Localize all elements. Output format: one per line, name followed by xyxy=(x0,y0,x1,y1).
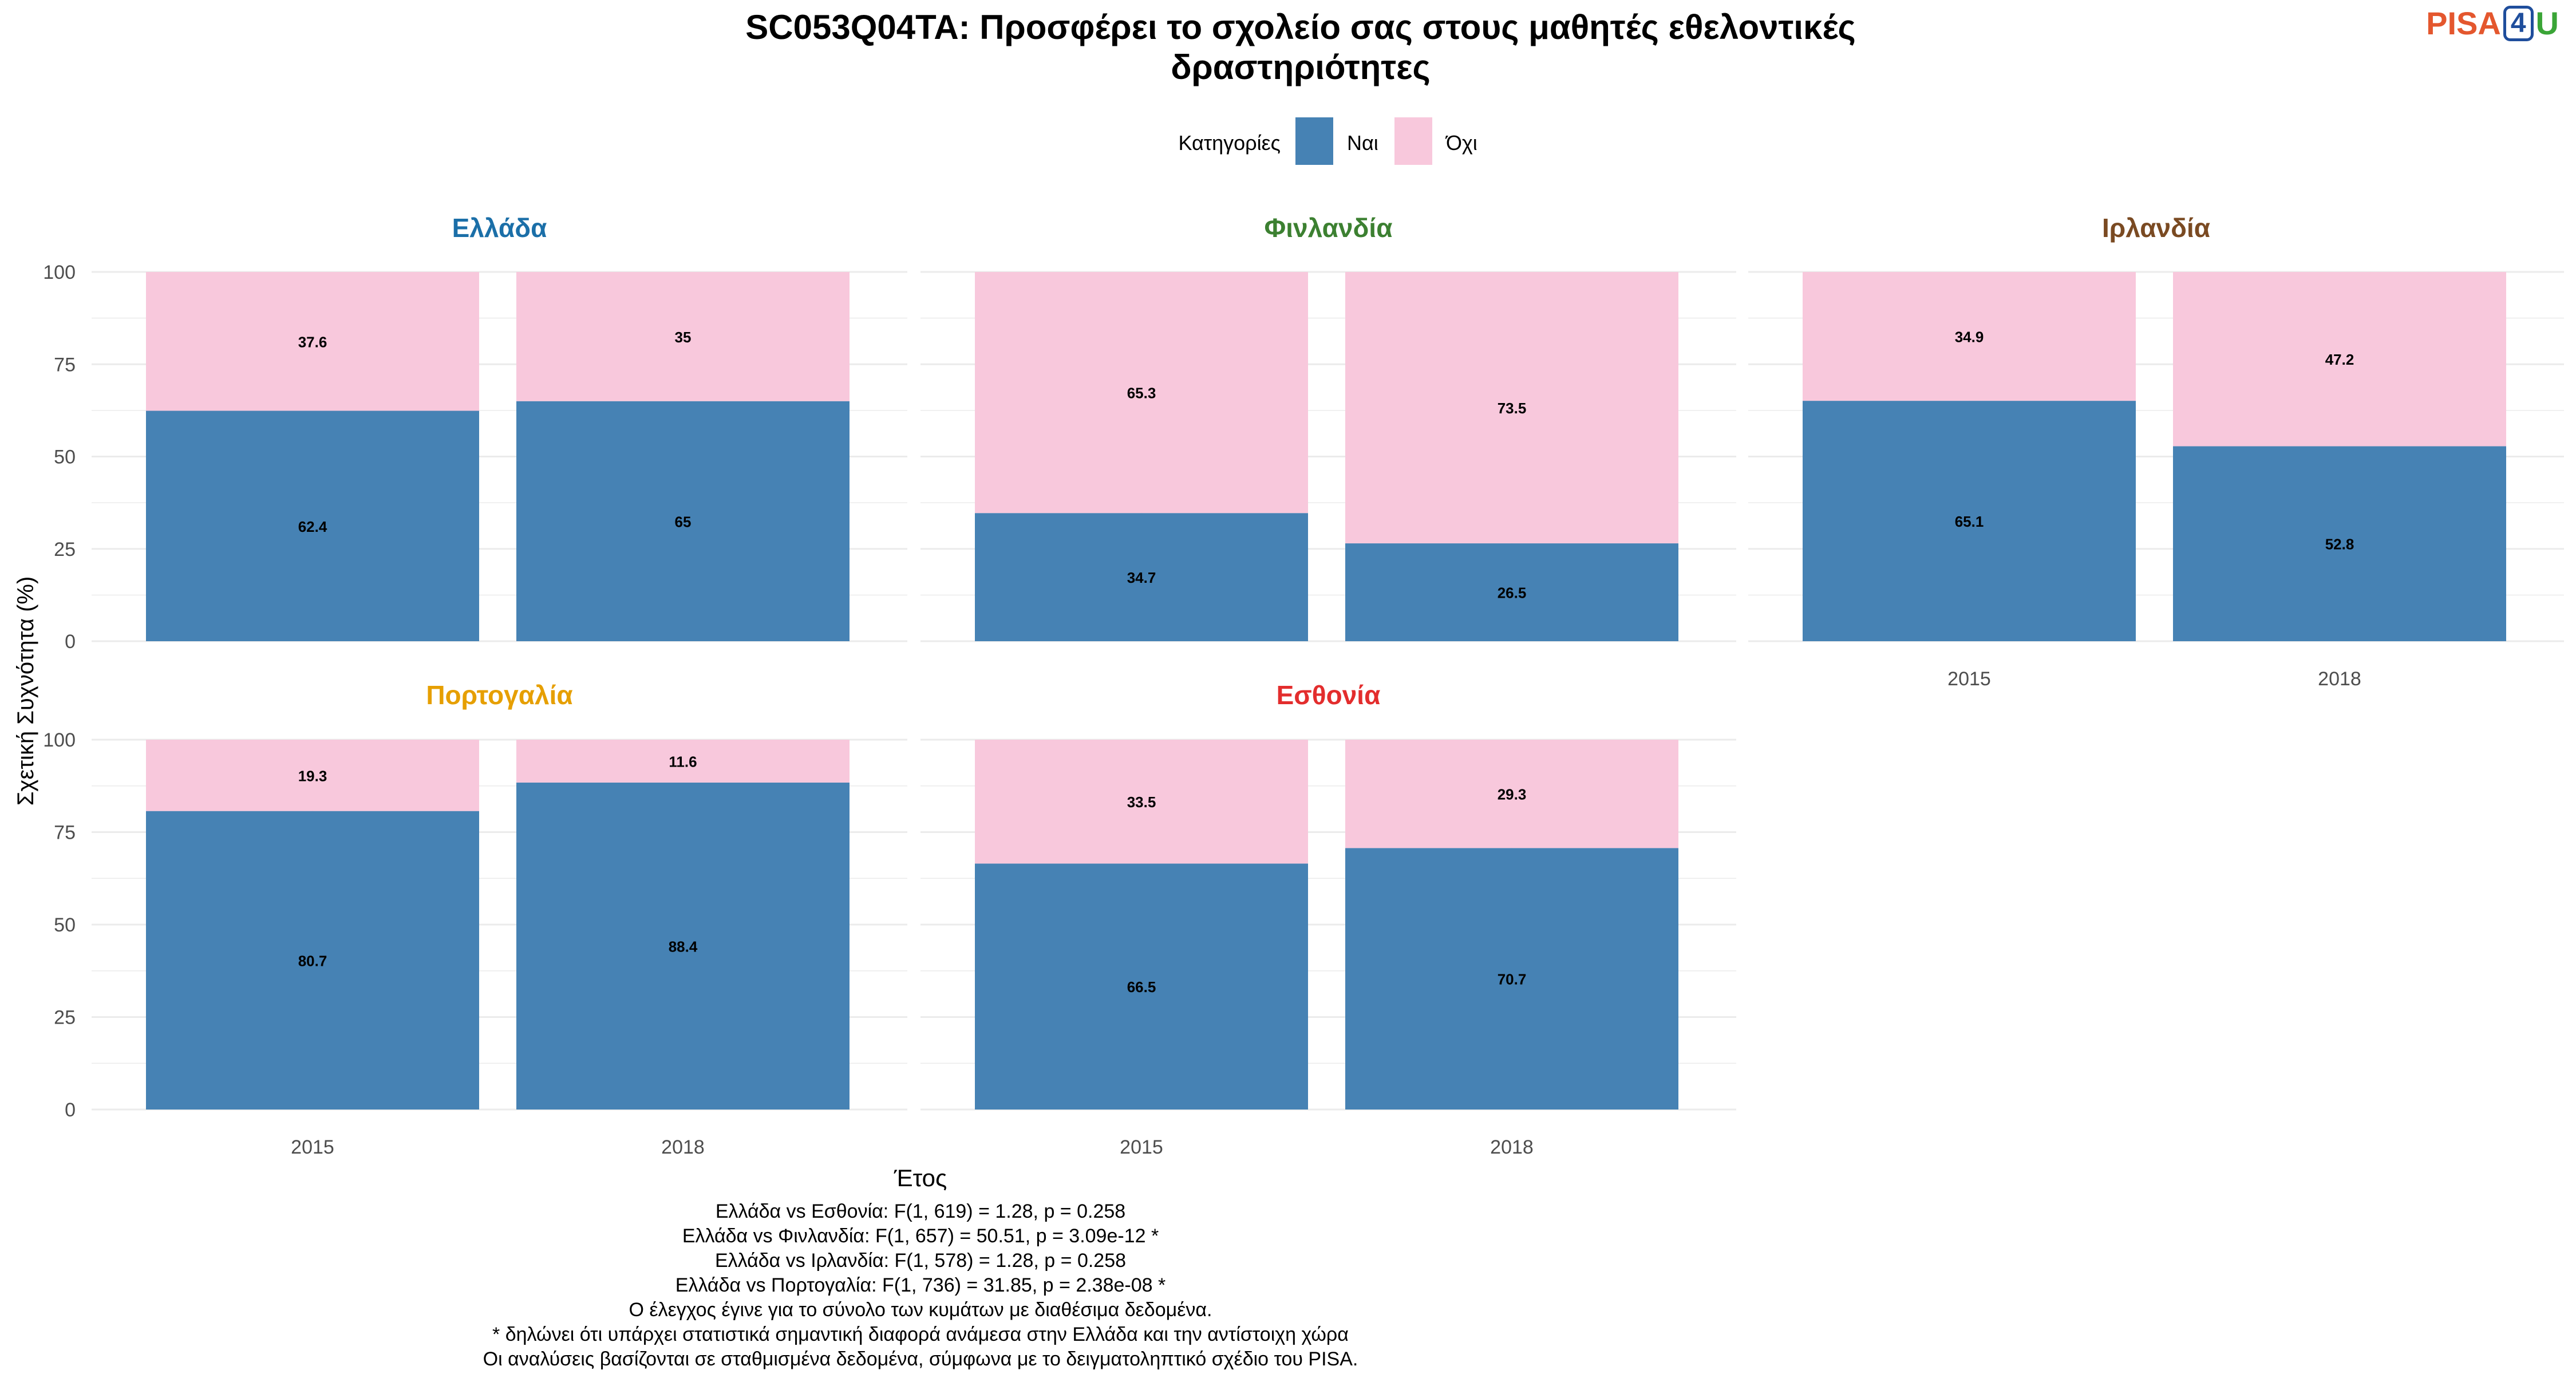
bar-segment-yes xyxy=(1345,543,1678,641)
y-tick-label: 25 xyxy=(54,539,76,560)
x-tick-label: 2018 xyxy=(2318,668,2361,690)
y-tick-label: 50 xyxy=(54,914,76,936)
y-axis-label: Σχετική Συχνότητα (%) xyxy=(13,577,38,806)
data-label-no: 33.5 xyxy=(1127,793,1156,811)
chart-title-line: δραστηριότητες xyxy=(1171,48,1431,86)
data-label-yes: 52.8 xyxy=(2325,536,2354,553)
logo-part-pisa: PISA xyxy=(2426,5,2501,41)
bar-segment-no xyxy=(975,740,1308,864)
facet-title: Ελλάδα xyxy=(452,213,547,243)
y-tick-label: 100 xyxy=(43,729,76,751)
y-tick-label: 50 xyxy=(54,447,76,468)
caption-line: Ελλάδα vs Εσθονία: F(1, 619) = 1.28, p =… xyxy=(716,1201,1125,1222)
data-label-no: 34.9 xyxy=(1955,329,1984,346)
caption-line: Ελλάδα vs Φινλανδία: F(1, 657) = 50.51, … xyxy=(682,1225,1159,1247)
bar-segment-yes xyxy=(2173,446,2506,641)
data-label-no: 47.2 xyxy=(2325,351,2354,368)
data-label-no: 65.3 xyxy=(1127,385,1156,402)
data-label-no: 29.3 xyxy=(1498,786,1527,803)
data-label-yes: 26.5 xyxy=(1498,585,1527,602)
bar-segment-no xyxy=(146,740,479,811)
logo-part-u: U xyxy=(2535,5,2559,41)
x-tick-label: 2015 xyxy=(1120,1136,1163,1158)
data-label-no: 73.5 xyxy=(1498,400,1527,417)
data-label-yes: 88.4 xyxy=(669,938,698,955)
facet-title: Ιρλανδία xyxy=(2102,213,2210,243)
chart-title-line: SC053Q04TA: Προσφέρει το σχολείο σας στο… xyxy=(745,8,1855,46)
bar-segment-no xyxy=(1803,272,2136,401)
caption-line: * δηλώνει ότι υπάρχει στατιστικά σημαντι… xyxy=(492,1324,1349,1345)
data-label-yes: 70.7 xyxy=(1498,971,1527,988)
y-tick-label: 100 xyxy=(43,262,76,283)
data-label-yes: 80.7 xyxy=(298,952,327,969)
data-label-yes: 65 xyxy=(675,513,692,530)
x-axis-label: Έτος xyxy=(894,1164,947,1191)
y-tick-label: 0 xyxy=(65,631,76,653)
bar-segment-yes xyxy=(1803,401,2136,641)
bar-segment-yes xyxy=(516,782,850,1110)
x-tick-label: 2015 xyxy=(291,1136,334,1158)
data-label-no: 11.6 xyxy=(669,753,697,770)
x-tick-label: 2018 xyxy=(1490,1136,1534,1158)
y-tick-label: 75 xyxy=(54,822,76,844)
caption-line: Οι αναλύσεις βασίζονται σε σταθμισμένα δ… xyxy=(483,1348,1358,1370)
facet-title: Εσθονία xyxy=(1277,680,1381,710)
y-tick-label: 0 xyxy=(65,1099,76,1121)
pisa4u-logo: PISA 4 U xyxy=(2426,5,2559,42)
legend-swatch xyxy=(1295,117,1333,165)
bar-segment-yes xyxy=(516,401,850,641)
logo-part-4: 4 xyxy=(2503,5,2534,41)
legend-label: Ναι xyxy=(1347,131,1378,155)
legend-title: Κατηγορίες xyxy=(1178,131,1281,155)
bar-segment-no xyxy=(1345,272,1678,544)
bar-segment-yes xyxy=(146,410,479,641)
data-label-yes: 66.5 xyxy=(1127,978,1156,996)
data-label-yes: 62.4 xyxy=(298,518,327,535)
bar-segment-yes xyxy=(146,811,479,1110)
facet-title: Φινλανδία xyxy=(1265,213,1393,243)
y-tick-label: 75 xyxy=(54,354,76,376)
data-label-yes: 34.7 xyxy=(1127,569,1156,586)
data-label-no: 35 xyxy=(675,329,692,346)
bar-segment-no xyxy=(975,272,1308,514)
bar-segment-no xyxy=(1345,740,1678,848)
data-label-no: 19.3 xyxy=(298,767,327,784)
caption-line: Ελλάδα vs Πορτογαλία: F(1, 736) = 31.85,… xyxy=(675,1274,1165,1296)
bar-segment-no xyxy=(516,740,850,783)
bar-segment-yes xyxy=(975,513,1308,641)
legend-label: Όχι xyxy=(1445,131,1477,155)
y-tick-label: 25 xyxy=(54,1007,76,1029)
x-tick-label: 2018 xyxy=(661,1136,705,1158)
bar-segment-yes xyxy=(1345,848,1678,1110)
x-tick-label: 2015 xyxy=(1947,668,1991,690)
bar-segment-no xyxy=(2173,272,2506,447)
legend-swatch xyxy=(1394,117,1432,165)
bar-segment-no xyxy=(516,272,850,401)
caption-line: Ο έλεγχος έγινε για το σύνολο των κυμάτω… xyxy=(629,1299,1212,1321)
bar-segment-no xyxy=(146,272,479,411)
caption-line: Ελλάδα vs Ιρλανδία: F(1, 578) = 1.28, p … xyxy=(715,1250,1126,1272)
bar-segment-yes xyxy=(975,863,1308,1110)
facet-title: Πορτογαλία xyxy=(426,680,572,710)
data-label-no: 37.6 xyxy=(298,333,327,350)
data-label-yes: 65.1 xyxy=(1955,513,1984,530)
